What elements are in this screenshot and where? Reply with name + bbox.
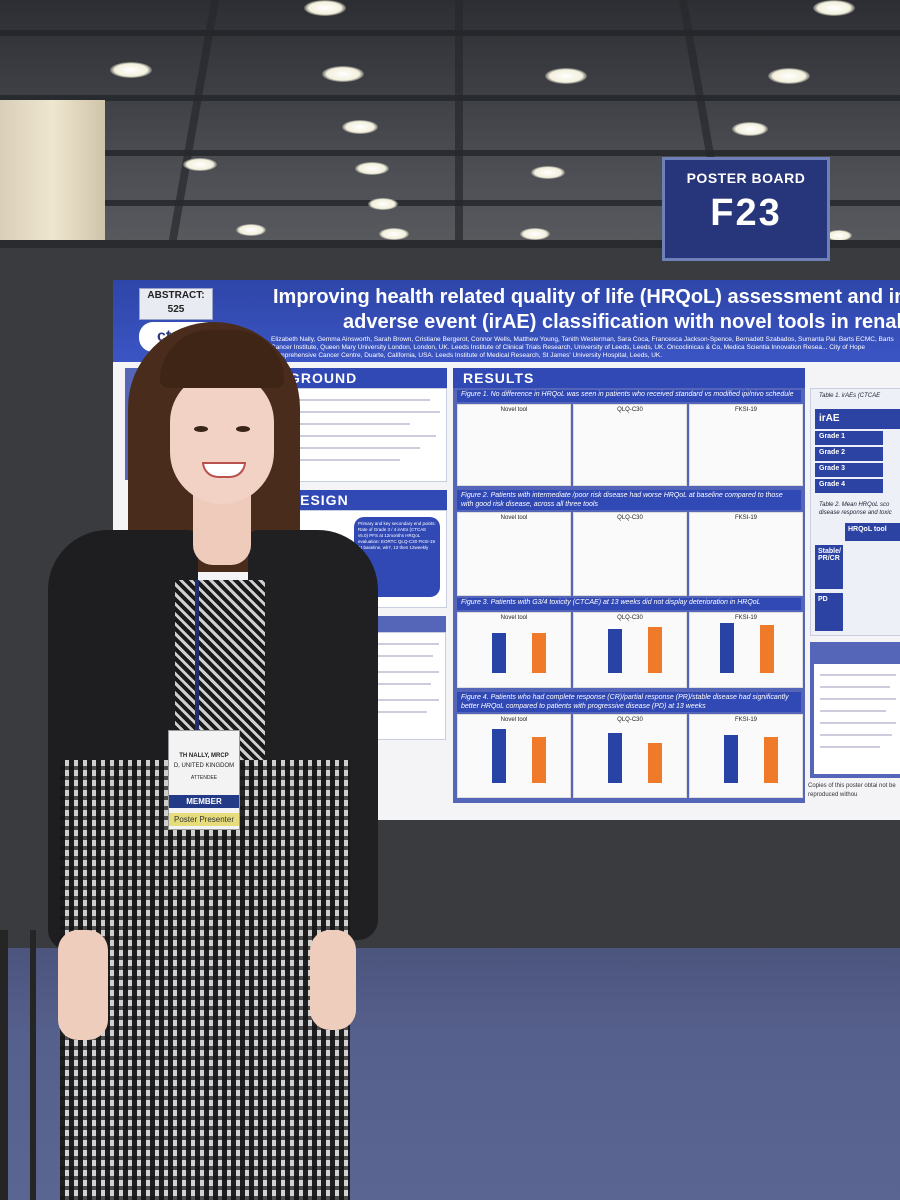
badge-presenter-ribbon: Poster Presenter — [169, 813, 239, 826]
table1-caption: Table 1. irAEs (CTCAE — [819, 393, 881, 399]
methods-text — [368, 632, 446, 740]
bar — [532, 737, 546, 783]
abstract-box: ABSTRACT: 525 — [139, 288, 213, 320]
bar — [764, 737, 778, 783]
table2-header: HRQoL tool — [845, 523, 900, 541]
bar — [492, 729, 506, 783]
lanyard — [195, 580, 199, 730]
checked-dress-pattern — [60, 760, 350, 1200]
name-badge: TH NALLY, MRCP D, UNITED KINGDOM ATTENDE… — [168, 730, 240, 830]
figure3-caption: Figure 3. Patients with G3/4 toxicity (C… — [457, 598, 801, 610]
poster-title-line1: Improving health related quality of life… — [273, 286, 900, 308]
fig1-chart-fksi: FKSI-19 — [689, 404, 803, 486]
chart-title: QLQ-C30 — [617, 615, 643, 621]
table1-row: Grade 4 — [815, 479, 883, 493]
bar — [648, 743, 662, 783]
poster-title-line2: adverse event (irAE) classification with… — [343, 311, 900, 333]
chart-title: QLQ-C30 — [617, 515, 643, 521]
badge-attendee: ATTENDEE — [190, 775, 218, 781]
bar — [760, 625, 774, 673]
chart-title: FKSI-19 — [734, 407, 757, 413]
chart-title: Novel tool — [500, 615, 528, 621]
abstract-label: ABSTRACT: — [147, 290, 205, 301]
table1-header: irAE — [815, 409, 900, 429]
results-section-title: RESULTS — [453, 368, 805, 388]
chart-title: FKSI-19 — [734, 515, 757, 521]
design-section-title: DESIGN — [283, 490, 447, 510]
sign-number: F23 — [710, 192, 782, 234]
chart-title: FKSI-19 — [734, 717, 757, 723]
figure1-caption: Figure 1. No difference in HRQoL was see… — [457, 390, 801, 402]
bar — [608, 733, 622, 783]
table2-stable-label: Stable/ PR/CR — [815, 545, 843, 589]
bar — [724, 735, 738, 783]
table1-row: Grade 3 — [815, 463, 883, 477]
chart-title: Novel tool — [500, 717, 528, 723]
figure4-caption: Figure 4. Patients who had complete resp… — [457, 692, 801, 712]
figure2-caption: Figure 2. Patients with intermediate /po… — [457, 490, 801, 510]
background-text — [283, 388, 447, 482]
bar — [608, 629, 622, 673]
chart-title: QLQ-C30 — [617, 717, 643, 723]
chart-title: Novel tool — [500, 515, 528, 521]
tables-panel: Table 1. irAEs (CTCAE irAE Grade 1 Grade… — [810, 388, 900, 636]
badge-country: D, UNITED KINGDOM — [173, 763, 235, 769]
bar — [720, 623, 734, 673]
conclusion-text — [814, 664, 900, 774]
fig4-chart-fksi: FKSI-19 — [689, 714, 803, 798]
fig2-chart-fksi: FKSI-19 — [689, 512, 803, 596]
fig3-chart-novel: Novel tool — [457, 612, 571, 688]
bangs — [160, 330, 284, 388]
abstract-number: 525 — [167, 304, 185, 315]
left-hand — [58, 930, 108, 1040]
fig2-chart-novel: Novel tool — [457, 512, 571, 596]
easel-stand — [0, 930, 40, 1200]
ceiling — [0, 0, 900, 260]
fig3-chart-fksi: FKSI-19 — [689, 612, 803, 688]
badge-member-ribbon: MEMBER — [169, 795, 239, 808]
table1-row: Grade 2 — [815, 447, 883, 461]
bar — [492, 633, 506, 673]
table2-pd-label: PD — [815, 593, 843, 631]
poster-authors: Elizabeth Nally, Gemma Ainsworth, Sarah … — [271, 336, 894, 359]
pillar — [0, 100, 105, 250]
table1-row: Grade 1 — [815, 431, 883, 445]
table2-caption: Table 2. Mean HRQoL sco disease response… — [819, 502, 892, 516]
chart-title: Novel tool — [500, 407, 528, 413]
chart-title: QLQ-C30 — [617, 407, 643, 413]
badge-name: TH NALLY, MRCP — [179, 753, 229, 759]
neck — [193, 495, 251, 565]
fig4-chart-qlq: QLQ-C30 — [573, 714, 687, 798]
fig3-chart-qlq: QLQ-C30 — [573, 612, 687, 688]
copies-notice: Copies of this poster obtai not be repro… — [808, 783, 896, 798]
face — [170, 372, 274, 504]
fig4-chart-novel: Novel tool — [457, 714, 571, 798]
sign-label: POSTER BOARD — [686, 170, 806, 186]
right-hand — [310, 930, 356, 1030]
fig1-chart-qlq: QLQ-C30 — [573, 404, 687, 486]
bar — [648, 627, 662, 673]
fig2-chart-qlq: QLQ-C30 — [573, 512, 687, 596]
bar — [532, 633, 546, 673]
conclusion-section — [810, 642, 900, 778]
chart-title: FKSI-19 — [734, 615, 757, 621]
poster-board-sign: POSTER BOARD F23 — [662, 157, 830, 261]
background-section-title: GROUND — [283, 368, 447, 388]
fig1-chart-novel: Novel tool — [457, 404, 571, 486]
